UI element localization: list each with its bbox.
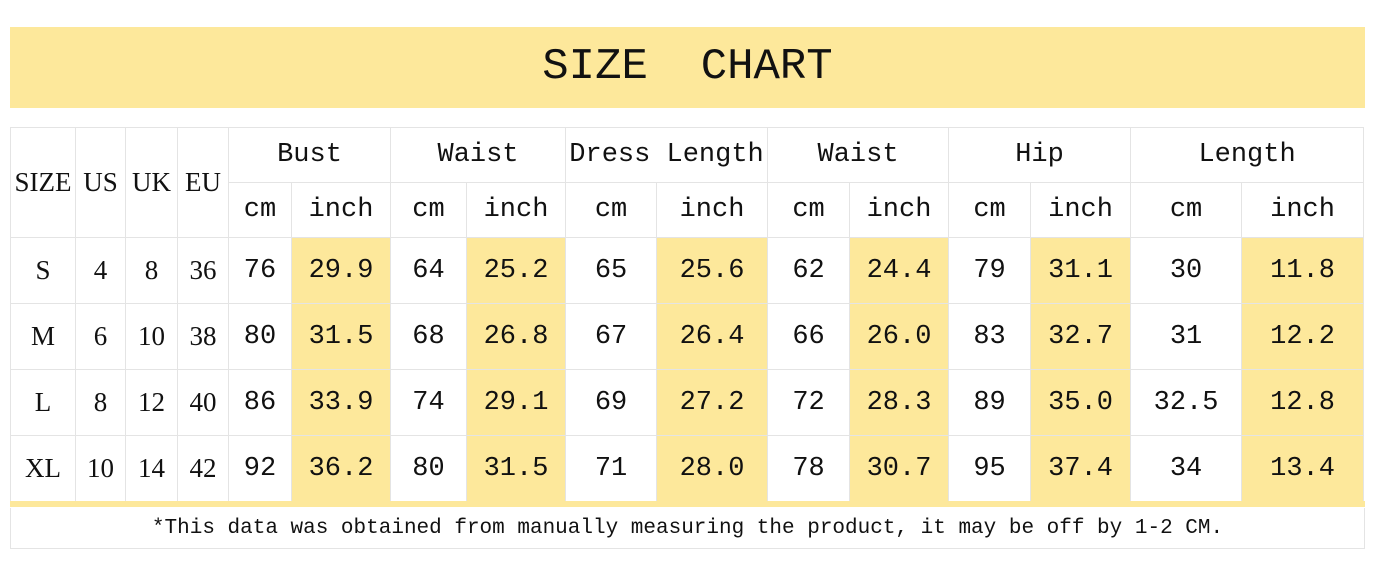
- table-cell: 26.8: [465, 303, 567, 370]
- table-cell: 31.5: [465, 435, 567, 502]
- table-cell: 27.2: [656, 369, 769, 436]
- table-cell: 66: [767, 303, 851, 370]
- size-label: L: [10, 369, 76, 436]
- table-cell: 38: [177, 303, 229, 370]
- table-cell: 68: [390, 303, 467, 370]
- unit-header: cm: [390, 182, 467, 238]
- table-cell: 78: [767, 435, 851, 502]
- column-header: SIZE: [10, 127, 76, 238]
- table-cell: 31.1: [1030, 237, 1132, 304]
- table-cell: 76: [228, 237, 292, 304]
- table-cell: 12.8: [1241, 369, 1365, 436]
- unit-header: inch: [465, 182, 567, 238]
- group-header: Hip: [948, 127, 1132, 183]
- size-table: SIZE US UK EU Bust Waist Dress Length Waist Hip L…: [10, 127, 1365, 502]
- column-header: US: [75, 127, 126, 238]
- unit-header: cm: [767, 182, 851, 238]
- table-cell: 80: [390, 435, 467, 502]
- table-cell: 33.9: [291, 369, 391, 436]
- table-cell: 32.5: [1130, 369, 1243, 436]
- unit-header: cm: [948, 182, 1032, 238]
- unit-header: inch: [1241, 182, 1365, 238]
- table-cell: 69: [565, 369, 658, 436]
- table-cell: 6: [75, 303, 126, 370]
- footnote: *This data was obtained from manually me…: [10, 508, 1365, 549]
- table-cell: 8: [75, 369, 126, 436]
- table-cell: 12.2: [1241, 303, 1365, 370]
- column-header: UK: [125, 127, 178, 238]
- size-label: XL: [10, 435, 76, 502]
- table-cell: 30.7: [849, 435, 950, 502]
- table-cell: 26.0: [849, 303, 950, 370]
- table-cell: 8: [125, 237, 178, 304]
- group-header: Waist: [767, 127, 950, 183]
- table-cell: 31.5: [291, 303, 391, 370]
- table-cell: 67: [565, 303, 658, 370]
- table-cell: 95: [948, 435, 1032, 502]
- table-cell: 24.4: [849, 237, 950, 304]
- table-cell: 71: [565, 435, 658, 502]
- table-cell: 13.4: [1241, 435, 1365, 502]
- size-label: S: [10, 237, 76, 304]
- table-cell: 79: [948, 237, 1032, 304]
- group-header: Dress Length: [565, 127, 769, 183]
- table-cell: 74: [390, 369, 467, 436]
- table-cell: 31: [1130, 303, 1243, 370]
- table-cell: 28.3: [849, 369, 950, 436]
- table-cell: 12: [125, 369, 178, 436]
- table-cell: 35.0: [1030, 369, 1132, 436]
- table-cell: 14: [125, 435, 178, 502]
- table-cell: 89: [948, 369, 1032, 436]
- table-cell: 25.2: [465, 237, 567, 304]
- table-cell: 92: [228, 435, 292, 502]
- table-cell: 4: [75, 237, 126, 304]
- table-cell: 65: [565, 237, 658, 304]
- table-cell: 28.0: [656, 435, 769, 502]
- group-header: Length: [1130, 127, 1365, 183]
- title: SIZE CHART: [10, 27, 1365, 108]
- table-cell: 62: [767, 237, 851, 304]
- table-cell: 83: [948, 303, 1032, 370]
- table-cell: 11.8: [1241, 237, 1365, 304]
- table-cell: 32.7: [1030, 303, 1132, 370]
- table-cell: 86: [228, 369, 292, 436]
- table-cell: 36.2: [291, 435, 391, 502]
- unit-header: cm: [228, 182, 292, 238]
- size-label: M: [10, 303, 76, 370]
- table-cell: 72: [767, 369, 851, 436]
- unit-header: inch: [849, 182, 950, 238]
- table-cell: 64: [390, 237, 467, 304]
- table-cell: 10: [75, 435, 126, 502]
- table-cell: 29.1: [465, 369, 567, 436]
- table-cell: 40: [177, 369, 229, 436]
- table-cell: 29.9: [291, 237, 391, 304]
- column-header: EU: [177, 127, 229, 238]
- table-cell: 80: [228, 303, 292, 370]
- group-header: Bust: [228, 127, 391, 183]
- unit-header: inch: [656, 182, 769, 238]
- table-cell: 26.4: [656, 303, 769, 370]
- unit-header: inch: [291, 182, 391, 238]
- group-header: Waist: [389, 127, 567, 183]
- table-cell: 37.4: [1030, 435, 1132, 502]
- unit-header: cm: [565, 182, 658, 238]
- table-cell: 42: [177, 435, 229, 502]
- table-cell: 10: [125, 303, 178, 370]
- table-cell: 25.6: [656, 237, 769, 304]
- table-cell: 30: [1130, 237, 1243, 304]
- table-cell: 34: [1130, 435, 1243, 502]
- unit-header: inch: [1030, 182, 1132, 238]
- divider-bar: [10, 501, 1365, 507]
- unit-header: cm: [1130, 182, 1243, 238]
- table-cell: 36: [177, 237, 229, 304]
